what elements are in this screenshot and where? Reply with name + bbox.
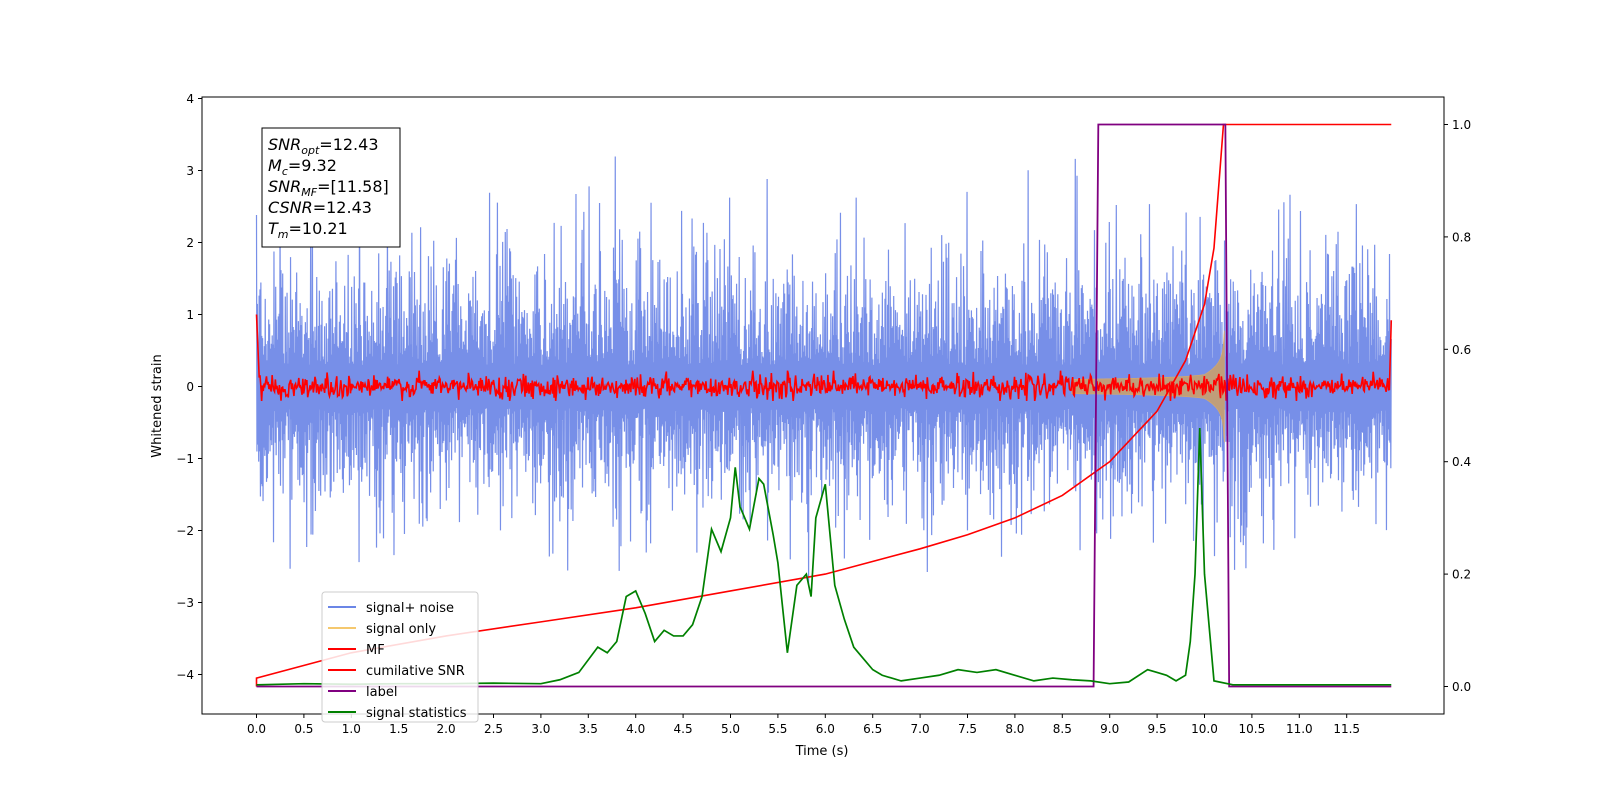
annotation-line: CSNR=12.43 [268, 198, 372, 217]
y-left-tick-label: 2 [186, 236, 194, 250]
y-left-tick-label: −4 [176, 668, 194, 682]
plot-frame [201, 96, 1445, 715]
x-tick-label: 10.0 [1191, 722, 1218, 736]
annotation-box: SNRopt=12.43Mc=9.32SNRMF=[11.58]CSNR=12.… [261, 127, 401, 248]
x-tick-label: 10.5 [1239, 722, 1266, 736]
legend-entry: MF [366, 643, 385, 658]
legend-entry: signal only [366, 622, 436, 637]
mf-line [255, 314, 1393, 402]
annotation-line: SNRMF=[11.58] [268, 177, 389, 199]
x-tick-label: 3.0 [531, 722, 550, 736]
label-line [256, 123, 1392, 688]
legend-entry: signal+ noise [366, 601, 454, 616]
y-left-tick-label: 0 [186, 380, 194, 394]
x-tick-label: 4.5 [674, 722, 693, 736]
signal-statistics-line [256, 427, 1392, 686]
signal-statistics-series [256, 427, 1392, 686]
annotation-line: SNRopt=12.43 [268, 135, 379, 157]
y-axis-label: Whitened strain [150, 354, 165, 457]
x-tick-label: 5.0 [721, 722, 740, 736]
y-axis-left: 4 3 2 1 0 −1 −2 −3 −4 [176, 92, 202, 682]
x-tick-label: 6.5 [863, 722, 882, 736]
y-right-tick-label: 0.0 [1452, 680, 1471, 694]
x-tick-label: 6.0 [816, 722, 835, 736]
x-tick-label: 0.0 [247, 722, 266, 736]
y-right-tick-label: 0.8 [1452, 230, 1471, 244]
annotation-line: Tm=10.21 [268, 219, 348, 241]
y-left-tick-label: −3 [176, 596, 194, 610]
y-left-tick-label: 1 [186, 308, 194, 322]
y-left-tick-label: 4 [186, 92, 194, 106]
x-tick-label: 7.0 [911, 722, 930, 736]
y-left-tick-label: 3 [186, 164, 194, 178]
legend-entry: cumilative SNR [366, 664, 465, 679]
legend-entry: label [366, 685, 397, 700]
mf-series [255, 314, 1393, 402]
x-tick-label: 11.0 [1286, 722, 1313, 736]
x-axis: 0.0 0.5 1.0 1.5 2.0 2.5 3.0 3.5 4.0 4.5 5.0 5.5 6.0 6… [247, 714, 1360, 736]
x-tick-label: 0.5 [294, 722, 313, 736]
x-tick-label: 2.0 [437, 722, 456, 736]
signal-noise-series [255, 138, 1392, 585]
x-tick-label: 1.0 [342, 722, 361, 736]
x-tick-label: 3.5 [579, 722, 598, 736]
x-tick-label: 5.5 [768, 722, 787, 736]
x-tick-label: 7.5 [958, 722, 977, 736]
signal-noise-line [255, 138, 1392, 585]
x-tick-label: 1.5 [389, 722, 408, 736]
y-axis-right: 1.0 0.8 0.6 0.4 0.2 0.0 [1444, 118, 1471, 694]
x-tick-label: 2.5 [484, 722, 503, 736]
y-left-tick-label: −1 [176, 452, 194, 466]
x-tick-label: 8.5 [1053, 722, 1072, 736]
annotation-line: Mc=9.32 [268, 156, 337, 178]
label-series [256, 123, 1392, 688]
x-tick-label: 9.0 [1100, 722, 1119, 736]
y-right-tick-label: 1.0 [1452, 118, 1471, 132]
x-tick-label: 11.5 [1333, 722, 1360, 736]
x-tick-label: 8.0 [1005, 722, 1024, 736]
y-right-tick-label: 0.2 [1452, 568, 1471, 582]
legend-entry: signal statistics [366, 706, 467, 721]
legend: signal+ noise signal only MF cumilative SNR… [321, 591, 479, 723]
x-tick-label: 9.5 [1148, 722, 1167, 736]
y-right-tick-label: 0.4 [1452, 455, 1471, 469]
x-axis-label: Time (s) [795, 744, 849, 759]
x-tick-label: 4.0 [626, 722, 645, 736]
y-right-tick-label: 0.6 [1452, 343, 1471, 357]
y-left-tick-label: −2 [176, 524, 194, 538]
